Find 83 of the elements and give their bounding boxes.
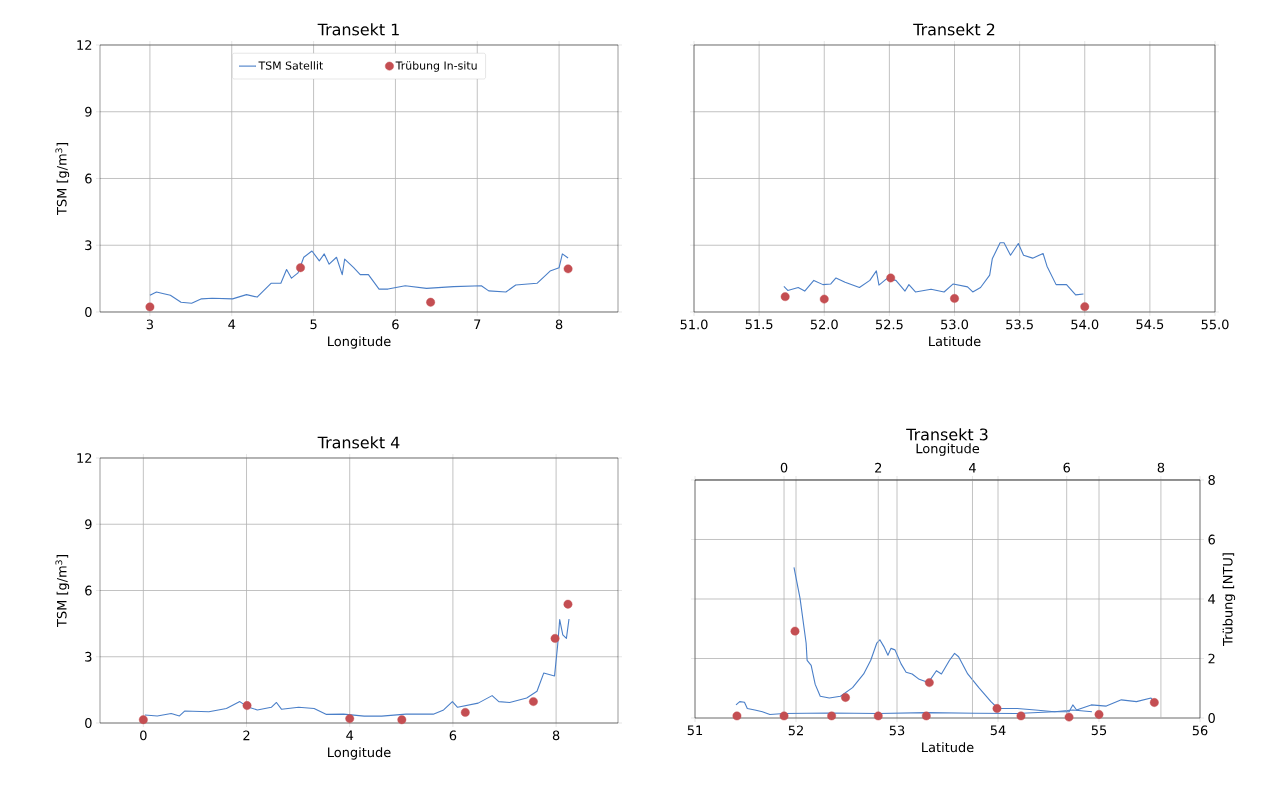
point — [528, 697, 538, 706]
point — [992, 704, 1002, 713]
line-series — [149, 250, 569, 304]
y-tick-label: 0 — [85, 307, 92, 317]
x-tick-label: 0 — [140, 730, 147, 741]
point — [296, 263, 305, 273]
x-axis-title: Longitude — [328, 747, 391, 760]
x-tick-label: 2 — [243, 730, 250, 741]
x-tick-label: 51 — [687, 725, 703, 736]
x-tick-label: 6 — [449, 730, 457, 741]
x-tick-label: 7 — [474, 319, 481, 329]
x-axis-title: Longitude — [916, 443, 980, 456]
point — [841, 693, 850, 702]
x-tick-label: 54.5 — [1136, 319, 1164, 330]
y-tick-label: 9 — [85, 106, 92, 117]
x-tick-label: 8 — [552, 730, 560, 741]
x-tick-label: 5 — [310, 319, 317, 330]
x-tick-label: 0 — [780, 462, 788, 473]
x-tick-label: 52 — [788, 725, 803, 736]
point — [242, 701, 252, 710]
x-tick-label: 51.0 — [680, 319, 708, 330]
x-axis-title: Latitude — [922, 742, 974, 753]
chart-title: Transekt 1 — [317, 23, 399, 36]
point — [886, 273, 896, 283]
point — [563, 599, 573, 609]
x-tick-label: 8 — [1157, 462, 1165, 473]
x-tick-label: 55 — [1091, 725, 1107, 736]
x-tick-label: 51.5 — [745, 319, 773, 330]
x-axis-title: Longitude — [328, 336, 391, 349]
y-tick-label: 12 — [77, 40, 92, 50]
y-axis-title: TSM [g/m$^{3}$] — [55, 555, 70, 628]
point — [426, 297, 436, 307]
x-tick-label: 53.5 — [1006, 319, 1033, 330]
y2-tick-label: 2 — [1208, 653, 1215, 664]
point — [1080, 302, 1090, 312]
x-tick-label: 52.5 — [875, 319, 903, 330]
chart-title: Transekt 4 — [317, 436, 400, 449]
x-tick-label: 3 — [146, 319, 153, 330]
y-tick-label: 0 — [85, 718, 92, 728]
y2-tick-label: 0 — [1208, 713, 1215, 723]
x-tick-label: 6 — [1063, 462, 1070, 473]
y-tick-label: 6 — [85, 585, 92, 596]
point — [460, 708, 470, 717]
chart-title: Transekt 3 — [906, 428, 988, 441]
point — [345, 714, 355, 723]
x-tick-label: 55.0 — [1201, 319, 1229, 330]
point — [138, 715, 148, 725]
x-tick-label: 8 — [555, 319, 563, 330]
point — [950, 294, 959, 303]
x-tick-label: 2 — [875, 462, 882, 473]
point — [790, 626, 800, 636]
x-tick-label: 53 — [889, 725, 905, 736]
point — [924, 678, 934, 687]
y2-axis-title: Trübung [NTU] — [1222, 553, 1236, 646]
x-tick-label: 56 — [1192, 725, 1208, 736]
y-tick-label: 3 — [85, 240, 92, 251]
y-tick-label: 6 — [85, 173, 92, 184]
y2-tick-label: 8 — [1208, 475, 1215, 485]
chart-title: Transekt 2 — [913, 23, 995, 36]
y-tick-label: 3 — [85, 651, 92, 662]
y-tick-label: 9 — [85, 519, 92, 530]
legend-label: Trübung In-situ — [395, 61, 477, 72]
point — [550, 634, 560, 643]
x-tick-label: 6 — [392, 319, 399, 330]
legend-label: TSM Satellit — [258, 61, 323, 70]
y2-tick-label: 4 — [1208, 594, 1216, 604]
y-tick-label: 12 — [77, 453, 92, 463]
point — [1094, 710, 1104, 719]
point — [819, 294, 829, 304]
x-tick-label: 54 — [990, 725, 1006, 736]
y2-tick-label: 6 — [1208, 534, 1215, 545]
y-axis-title: TSM [g/m$^{3}$] — [55, 143, 70, 216]
point — [397, 715, 407, 725]
x-axis-title: Latitude — [929, 336, 981, 347]
x-tick-label: 4 — [968, 463, 976, 473]
point — [780, 292, 790, 302]
x-tick-label: 54.0 — [1071, 319, 1099, 330]
x-tick-label: 4 — [228, 319, 236, 329]
x-tick-label: 52.0 — [810, 319, 838, 330]
x-tick-label: 53.0 — [941, 319, 969, 330]
point — [563, 264, 573, 274]
x-tick-label: 4 — [346, 730, 354, 740]
point — [145, 302, 155, 312]
